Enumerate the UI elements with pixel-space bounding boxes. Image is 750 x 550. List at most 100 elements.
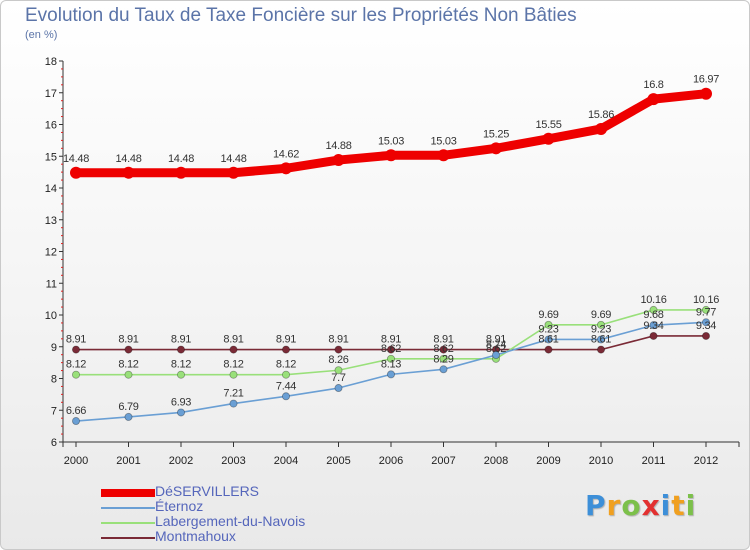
y-tick-label: 13 bbox=[45, 215, 57, 227]
y-minor-tick bbox=[61, 243, 63, 245]
data-point-deservillers bbox=[437, 149, 450, 162]
data-label-montmahoux: 8.91 bbox=[118, 334, 138, 346]
x-tick-label: 2003 bbox=[221, 455, 245, 467]
x-tick-label: 2010 bbox=[589, 455, 613, 467]
y-tick-label: 9 bbox=[51, 342, 57, 354]
legend-swatch-eternoz bbox=[101, 506, 155, 509]
y-minor-tick bbox=[61, 227, 63, 229]
data-point-eternoz bbox=[439, 365, 448, 374]
data-label-montmahoux: 9.34 bbox=[696, 320, 716, 332]
data-point-eternoz bbox=[649, 321, 658, 330]
y-tick-label: 16 bbox=[45, 120, 57, 132]
data-point-labergement-du-navois bbox=[72, 370, 81, 379]
y-minor-tick bbox=[61, 354, 63, 356]
data-label-labergement-du-navois: 10.16 bbox=[640, 294, 666, 306]
data-point-deservillers bbox=[280, 162, 292, 175]
data-label-eternoz: 6.79 bbox=[118, 401, 138, 413]
data-point-deservillers bbox=[385, 149, 397, 162]
data-point-eternoz bbox=[124, 412, 133, 421]
data-label-montmahoux: 8.91 bbox=[381, 334, 401, 346]
series-labels: 8.91 8.91 8.91 8.91 8.91 8.91 8.91 8.91 8.91 8.61… bbox=[63, 74, 720, 417]
y-minor-tick bbox=[61, 385, 63, 387]
y-minor-tick bbox=[61, 84, 63, 86]
data-label-eternoz: 8.29 bbox=[433, 353, 453, 365]
data-label-labergement-du-navois: 8.12 bbox=[118, 359, 138, 371]
data-point-labergement-du-navois bbox=[439, 354, 448, 363]
data-point-deservillers bbox=[227, 166, 240, 179]
x-tick-label: 2006 bbox=[379, 455, 403, 467]
data-label-deservillers: 14.88 bbox=[325, 140, 351, 152]
y-tick-label: 8 bbox=[51, 374, 57, 386]
data-label-deservillers: 14.48 bbox=[168, 153, 194, 165]
y-minor-tick bbox=[61, 147, 63, 149]
data-point-montmahoux bbox=[544, 345, 553, 354]
logo-letter: x bbox=[641, 489, 661, 522]
y-minor-tick bbox=[61, 370, 63, 372]
y-minor-tick bbox=[61, 235, 63, 237]
data-label-labergement-du-navois: 8.62 bbox=[433, 343, 453, 355]
y-minor-tick bbox=[61, 393, 63, 395]
data-point-montmahoux bbox=[439, 345, 448, 354]
x-tick-label: 2000 bbox=[64, 455, 88, 467]
y-minor-tick bbox=[61, 139, 63, 141]
logo-letter: P bbox=[585, 489, 607, 522]
y-minor-tick bbox=[61, 195, 63, 197]
proxiti-logo: Proxiti bbox=[585, 489, 696, 522]
y-minor-tick bbox=[61, 131, 63, 133]
y-minor-tick bbox=[61, 433, 63, 435]
data-label-eternoz: 9.23 bbox=[591, 323, 611, 335]
y-tick-label: 17 bbox=[45, 88, 57, 100]
y-minor-tick bbox=[61, 258, 63, 260]
data-point-eternoz bbox=[229, 399, 238, 408]
y-minor-tick bbox=[61, 362, 63, 364]
x-tick-label: 2008 bbox=[484, 455, 508, 467]
data-label-montmahoux: 9.34 bbox=[643, 320, 663, 332]
data-point-labergement-du-navois bbox=[544, 320, 553, 329]
data-point-eternoz bbox=[334, 384, 343, 393]
data-point-montmahoux bbox=[386, 345, 395, 354]
data-label-deservillers: 16.97 bbox=[693, 74, 719, 86]
y-tick-label: 15 bbox=[45, 151, 57, 163]
legend-swatch-labergement-du-navois bbox=[101, 521, 155, 524]
data-label-eternoz: 8.13 bbox=[381, 358, 401, 370]
data-label-eternoz: 9.23 bbox=[538, 323, 558, 335]
y-minor-tick bbox=[61, 298, 63, 300]
data-label-labergement-du-navois: 8.12 bbox=[66, 359, 86, 371]
data-label-labergement-du-navois: 8.62 bbox=[381, 343, 401, 355]
data-point-montmahoux bbox=[702, 331, 711, 340]
logo-letter: i bbox=[660, 489, 672, 522]
y-minor-tick bbox=[61, 330, 63, 332]
data-label-eternoz: 8.74 bbox=[486, 339, 506, 351]
data-label-deservillers: 15.03 bbox=[378, 135, 404, 147]
legend-swatch-deservillers bbox=[101, 488, 155, 497]
data-point-deservillers bbox=[332, 154, 345, 167]
y-tick-label: 7 bbox=[51, 405, 57, 417]
data-point-labergement-du-navois bbox=[702, 305, 711, 314]
data-point-montmahoux bbox=[334, 345, 343, 354]
y-minor-tick bbox=[61, 163, 63, 165]
data-label-deservillers: 14.48 bbox=[115, 153, 141, 165]
data-label-labergement-du-navois: 8.12 bbox=[171, 359, 191, 371]
data-label-montmahoux: 8.91 bbox=[276, 334, 296, 346]
logo-letter: t bbox=[671, 489, 686, 522]
data-point-eternoz bbox=[176, 408, 185, 417]
data-point-labergement-du-navois bbox=[597, 320, 606, 329]
data-point-deservillers bbox=[175, 166, 187, 179]
data-point-labergement-du-navois bbox=[334, 366, 343, 375]
x-tick-label: 2004 bbox=[274, 455, 298, 467]
data-label-montmahoux: 8.61 bbox=[538, 334, 558, 346]
data-point-labergement-du-navois bbox=[229, 370, 238, 379]
y-minor-tick bbox=[61, 266, 63, 268]
data-label-deservillers: 15.25 bbox=[483, 128, 509, 140]
data-label-deservillers: 15.55 bbox=[535, 119, 561, 131]
chart-title: Evolution du Taux de Taxe Foncière sur l… bbox=[25, 5, 577, 26]
data-point-montmahoux bbox=[597, 345, 606, 354]
x-tick-label: 2009 bbox=[536, 455, 560, 467]
data-label-eternoz: 7.44 bbox=[276, 380, 296, 392]
logo-letter: o bbox=[621, 489, 642, 522]
data-point-deservillers bbox=[490, 142, 502, 155]
x-tick-label: 2005 bbox=[326, 455, 350, 467]
data-label-eternoz: 7.21 bbox=[223, 388, 243, 400]
